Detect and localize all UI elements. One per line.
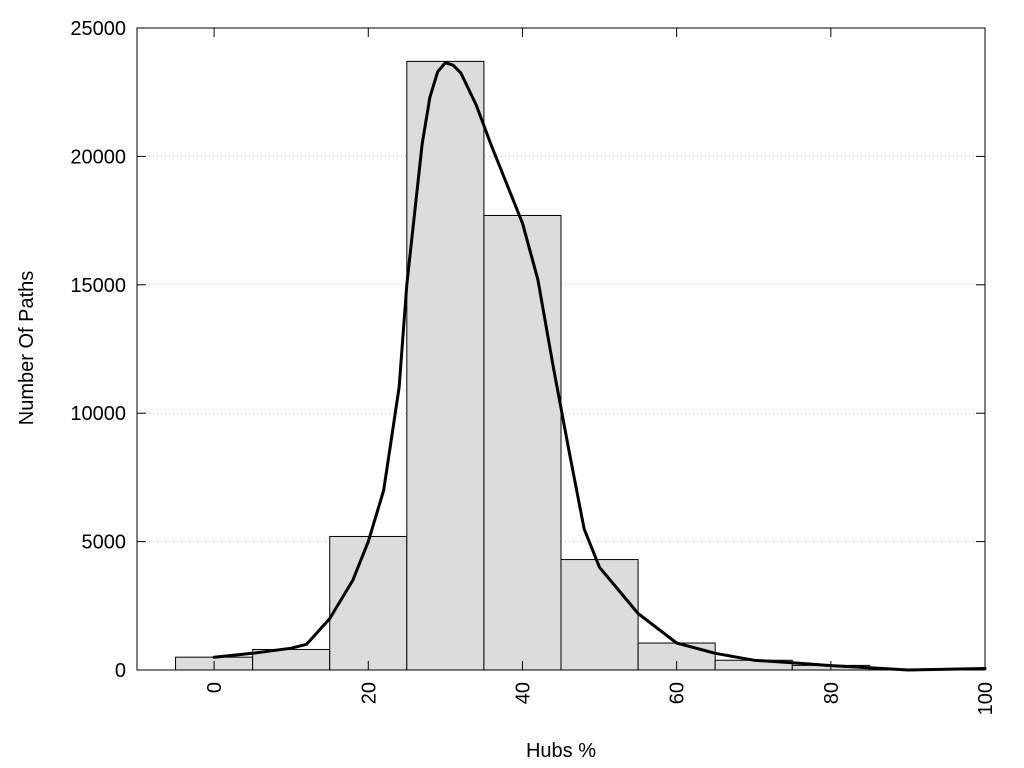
x-tick-label: 100 [975,682,997,715]
y-tick-label: 25000 [70,18,126,40]
x-tick-label: 60 [667,682,689,704]
y-tick-labels: 0 5000 10000 15000 20000 25000 [70,18,126,682]
histogram-bar [483,214,562,671]
x-axis-label: Hubs % [526,740,596,762]
density-curve-layer [212,61,987,672]
x-tick-label: 40 [512,682,534,704]
histogram-bar [329,535,408,671]
x-tick-labels: 0 20 40 60 80 100 [204,682,997,715]
density-curve [212,61,987,672]
histogram-bar [560,559,639,671]
axis-ticks [137,27,986,671]
histogram-bars [175,60,870,671]
plot-frame [136,27,986,671]
y-tick-label: 5000 [82,532,127,554]
x-tick-label: 0 [204,682,226,693]
y-tick-label: 10000 [70,403,126,425]
x-tick-label: 80 [821,682,843,704]
histogram-bar [406,60,485,671]
y-tick-label: 15000 [70,275,126,297]
x-tick-label: 20 [358,682,380,704]
y-tick-label: 0 [115,660,126,682]
y-tick-label: 20000 [70,146,126,168]
y-axis-label: Number Of Paths [16,271,38,426]
